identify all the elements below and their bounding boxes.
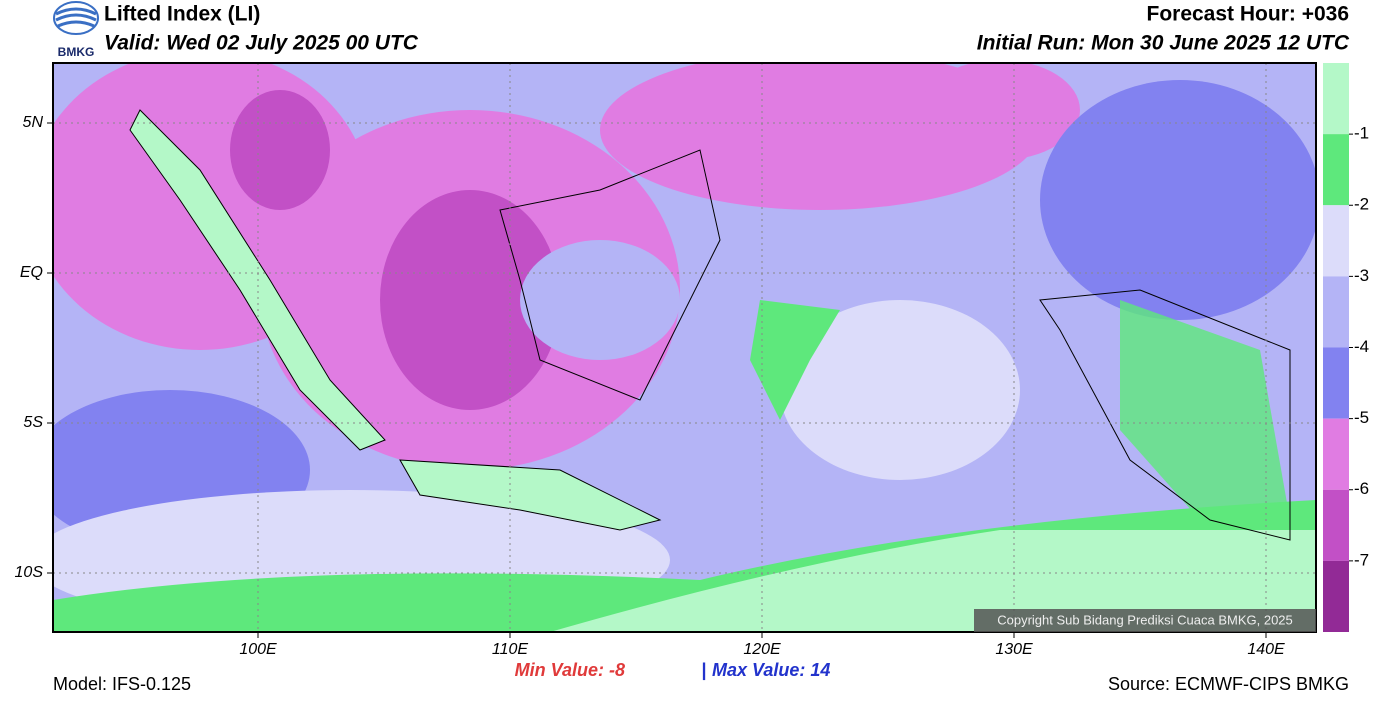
colorbar-segment (1323, 205, 1349, 277)
model: Model: IFS-0.125 (53, 674, 191, 694)
colorbar-segment (1323, 489, 1349, 561)
colorbar-label: -7 (1354, 550, 1369, 569)
colorbar-label: -5 (1354, 408, 1369, 427)
colorbar-label: -3 (1354, 266, 1369, 285)
lat-tick-label: EQ (20, 264, 43, 281)
initial-run: Initial Run: Mon 30 June 2025 12 UTC (977, 32, 1350, 55)
logo-text: BMKG (58, 45, 95, 59)
colorbar-label: -6 (1354, 479, 1369, 498)
source: Source: ECMWF-CIPS BMKG (1108, 674, 1349, 694)
lat-tick-label: 5N (23, 114, 44, 131)
lon-tick-label: 110E (492, 641, 529, 658)
min-value: -8 (609, 660, 625, 680)
forecast-hour: Forecast Hour: +036 (1147, 3, 1350, 26)
separator: | (701, 660, 706, 680)
lon-tick-label: 140E (1247, 641, 1285, 658)
lat-tick-label: 10S (15, 564, 44, 581)
copyright-box (974, 609, 1316, 632)
lon-tick-label: 120E (743, 641, 781, 658)
colorbar-label: -4 (1354, 337, 1369, 356)
colorbar-segment (1323, 347, 1349, 419)
max-label-text: Max Value: (712, 660, 805, 680)
max-label: Max Value: 14 (712, 660, 830, 680)
colorbar-label: -2 (1354, 195, 1369, 214)
min-label: Min Value: -8 (515, 660, 625, 680)
logo: BMKG (53, 1, 99, 59)
lon-tick-label: 100E (239, 641, 277, 658)
max-value: 14 (810, 660, 830, 680)
colorbar-segment (1323, 418, 1349, 490)
colorbar-segment (1323, 276, 1349, 348)
graticule: 5N EQ 5S 10S 100E 110E 120E 130E 140E (15, 63, 1316, 658)
lon-tick-label: 130E (995, 641, 1033, 658)
colorbar-label: -1 (1354, 124, 1369, 143)
map-field (53, 63, 1316, 632)
colorbar-segment (1323, 134, 1349, 206)
min-label-text: Min Value: (515, 660, 604, 680)
colorbar-segment (1323, 63, 1349, 135)
colorbar-segment (1323, 560, 1349, 632)
title: Lifted Index (LI) (104, 3, 260, 26)
map-frame (52, 62, 1317, 633)
colorbar: -1 -2 -3 -4 -5 -6 -7 (1323, 63, 1369, 632)
copyright: Copyright Sub Bidang Prediksi Cuaca BMKG… (997, 612, 1293, 627)
lat-tick-label: 5S (23, 414, 43, 431)
valid-time: Valid: Wed 02 July 2025 00 UTC (104, 32, 419, 55)
